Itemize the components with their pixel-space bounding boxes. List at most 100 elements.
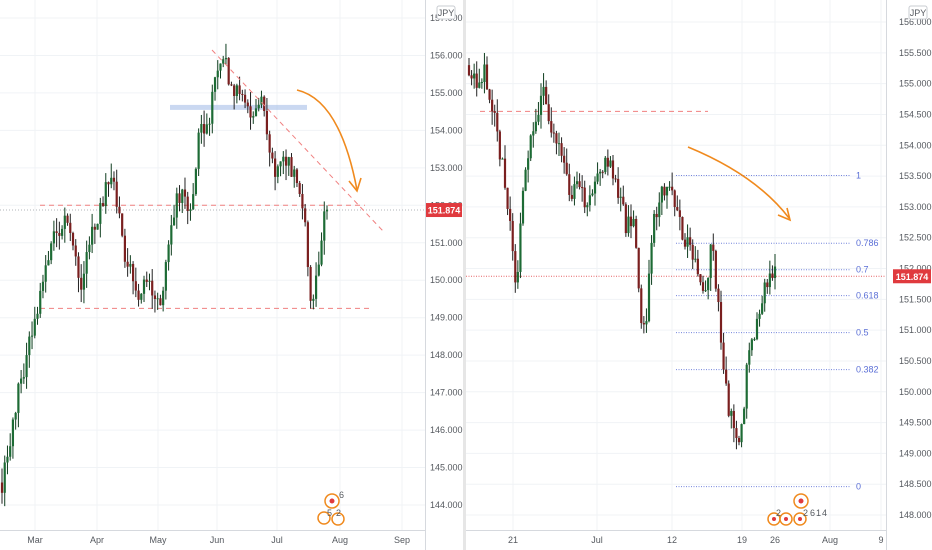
left-candle-body bbox=[151, 280, 154, 296]
right-candle-body bbox=[555, 133, 558, 144]
right-candle-body bbox=[719, 302, 723, 343]
left-candle-body bbox=[306, 222, 309, 267]
right-chart-panel[interactable]: 156.000 155.500 155.000 154.500 154.000 153.5… bbox=[466, 0, 932, 550]
right-chart-svg[interactable]: 156.000 155.500 155.000 154.500 154.000 153.5… bbox=[466, 0, 932, 550]
left-candle-body bbox=[241, 93, 244, 95]
left-candle-body bbox=[11, 419, 15, 447]
left-candle-body bbox=[44, 265, 47, 282]
left-candle-body bbox=[58, 232, 61, 236]
right-candle-body bbox=[745, 364, 748, 409]
left-candle-body bbox=[142, 279, 146, 294]
right-candle-body bbox=[599, 171, 602, 174]
left-arrow-curve bbox=[296, 89, 358, 191]
right-candle-body bbox=[506, 187, 509, 209]
right-candle-body bbox=[565, 162, 568, 175]
left-candle-body bbox=[263, 96, 266, 112]
left-candle-body bbox=[137, 290, 140, 300]
right-candle-body bbox=[753, 339, 756, 341]
left-candle-body bbox=[20, 378, 23, 384]
left-chart-svg[interactable]: 157.000156.000155.000154.000153.000152.0… bbox=[0, 0, 465, 550]
right-candle-body bbox=[488, 89, 491, 100]
left-y-tick-label: 145.000 bbox=[430, 463, 463, 473]
left-candle-body bbox=[164, 262, 167, 291]
left-chart-panel[interactable]: 157.000156.000155.000154.000153.000152.0… bbox=[0, 0, 465, 550]
left-candle-body bbox=[96, 223, 99, 230]
right-candle-body bbox=[545, 86, 548, 105]
left-candle-body bbox=[213, 77, 217, 92]
right-candle-body bbox=[740, 424, 743, 443]
right-y-tick-label: 153.000 bbox=[899, 202, 932, 212]
left-candle-body bbox=[121, 213, 124, 236]
right-currency-box bbox=[908, 5, 928, 20]
right-candle-body bbox=[521, 190, 525, 224]
right-candle-body bbox=[763, 282, 766, 304]
left-candle-body bbox=[293, 169, 296, 177]
left-candle-body bbox=[304, 208, 307, 223]
left-y-tick-label: 147.000 bbox=[430, 388, 463, 398]
left-candle-body bbox=[298, 183, 301, 194]
right-candle-body bbox=[665, 186, 669, 196]
left-candle-body bbox=[203, 124, 206, 134]
right-candle-body bbox=[642, 323, 645, 325]
right-candle-body bbox=[655, 213, 658, 218]
left-candle-body bbox=[140, 293, 143, 300]
left-x-tick-label: Jul bbox=[271, 535, 283, 545]
left-candle-body bbox=[189, 209, 192, 212]
left-y-tick-label: 148.000 bbox=[430, 350, 463, 360]
left-candle-body bbox=[274, 158, 277, 177]
left-candle-body bbox=[52, 231, 55, 244]
right-candle-body bbox=[467, 65, 471, 76]
left-candle-body bbox=[107, 182, 110, 185]
right-candle-body bbox=[714, 250, 717, 289]
left-candle-body bbox=[162, 290, 165, 306]
right-candle-body bbox=[609, 160, 612, 167]
left-event-marker-icon[interactable] bbox=[331, 512, 345, 526]
right-candle-body bbox=[676, 207, 679, 211]
right-candle-body bbox=[619, 196, 622, 198]
left-y-tick-label: 153.000 bbox=[430, 163, 463, 173]
left-candle-body bbox=[63, 215, 66, 229]
right-candle-body bbox=[755, 318, 759, 340]
left-candle-body bbox=[55, 231, 58, 233]
left-candle-body bbox=[126, 261, 129, 267]
right-candle-body bbox=[524, 169, 527, 191]
right-candle-body bbox=[658, 202, 661, 218]
left-candle-body bbox=[317, 264, 320, 276]
right-candle-body bbox=[578, 181, 581, 188]
left-y-tick-label: 151.000 bbox=[430, 238, 463, 248]
left-candle-body bbox=[99, 203, 102, 224]
left-candle-body bbox=[41, 281, 45, 291]
panel-divider[interactable] bbox=[463, 0, 466, 550]
left-x-tick-label: Sep bbox=[394, 535, 410, 545]
right-candle-body bbox=[591, 193, 594, 196]
left-candle-body bbox=[118, 206, 121, 214]
right-candle-body bbox=[737, 438, 741, 443]
right-candle-body bbox=[678, 210, 681, 217]
left-candle-body bbox=[254, 108, 258, 117]
left-candle-body bbox=[178, 193, 181, 203]
left-y-tick-label: 155.000 bbox=[430, 88, 463, 98]
left-candle-body bbox=[88, 244, 91, 253]
left-candle-body bbox=[181, 189, 184, 203]
left-y-tick-label: 150.000 bbox=[430, 275, 463, 285]
right-candle-body bbox=[583, 187, 586, 208]
right-candle-body bbox=[532, 131, 535, 136]
right-candle-body bbox=[668, 186, 671, 188]
left-candle-body bbox=[77, 256, 80, 278]
right-candle-body bbox=[475, 73, 478, 88]
left-candle-body bbox=[156, 298, 159, 300]
right-candle-body bbox=[709, 244, 712, 279]
left-candle-body bbox=[131, 263, 135, 282]
left-candle-body bbox=[39, 290, 42, 314]
left-candle-body bbox=[50, 243, 53, 261]
right-candle-body bbox=[604, 157, 607, 173]
right-candle-body bbox=[637, 247, 640, 289]
left-event-marker-icon[interactable] bbox=[317, 511, 331, 525]
right-candle-body bbox=[509, 208, 512, 221]
right-candle-body bbox=[552, 132, 555, 134]
right-candle-body bbox=[725, 369, 728, 384]
right-event-marker-dot bbox=[798, 517, 802, 521]
right-candle-body bbox=[501, 158, 504, 160]
right-candle-body bbox=[539, 95, 543, 115]
right-price-tag-label: 151.874 bbox=[896, 272, 929, 282]
